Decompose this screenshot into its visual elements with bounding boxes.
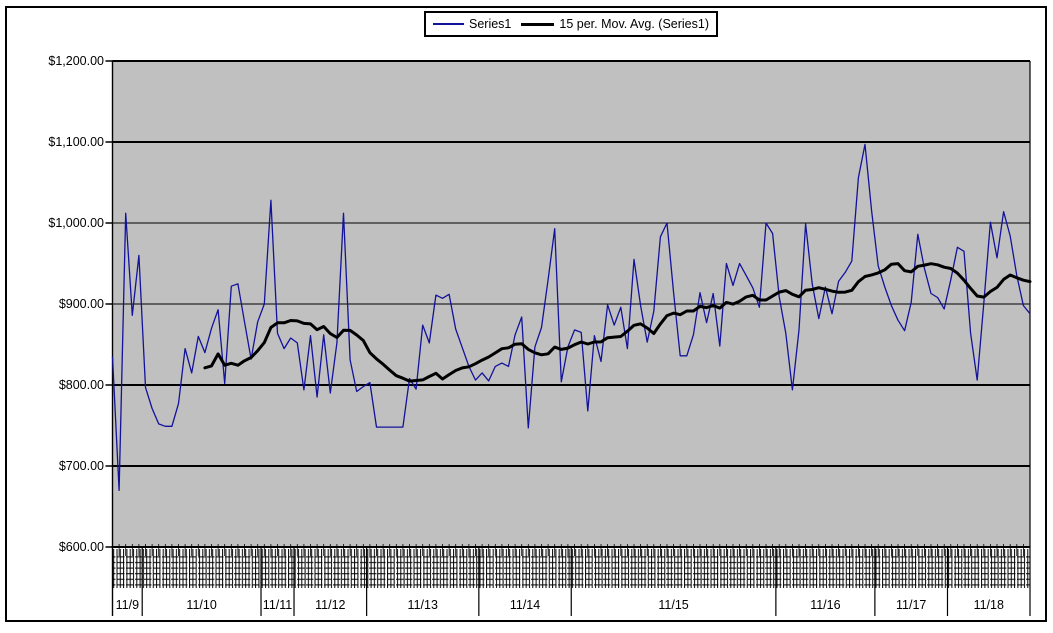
y-axis-label: $1,100.00 [48,135,104,149]
x-group-label: 11/9 [116,598,139,612]
y-axis-label: $900.00 [58,297,104,311]
y-axis-label: $600.00 [58,540,104,554]
legend: Series1 15 per. Mov. Avg. (Series1) [424,11,718,37]
x-group-label: 11/11 [263,598,292,612]
y-axis-label: $800.00 [58,378,104,392]
legend-series1-line-sample [433,23,464,25]
legend-series1-label: Series1 [469,16,512,31]
moving-average-line [203,262,1032,383]
x-group-label: 11/17 [896,598,926,612]
x-group-label: 11/15 [658,598,688,612]
x-group-label: 11/12 [315,598,345,612]
legend-moving-average-line-sample [521,22,555,26]
legend-moving-average-label: 15 per. Mov. Avg. (Series1) [559,16,709,31]
x-group-label: 11/13 [408,598,438,612]
x-group-label: 11/10 [186,598,216,612]
y-axis-label: $700.00 [58,459,104,473]
x-group-label: 11/18 [974,598,1004,612]
series1-line [111,143,1031,491]
x-group-label: 11/14 [510,598,540,612]
y-axis-label: $1,000.00 [48,216,104,230]
x-group-label: 11/16 [810,598,840,612]
y-axis-label: $1,200.00 [48,54,104,68]
